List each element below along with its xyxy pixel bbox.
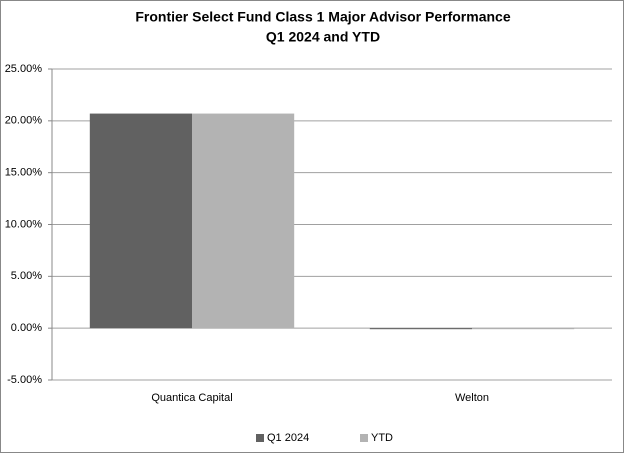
- bar: [369, 328, 472, 330]
- legend-swatch: [360, 434, 368, 442]
- bar: [472, 328, 575, 330]
- legend-label: Q1 2024: [267, 432, 309, 444]
- y-tick-label: 20.00%: [5, 115, 43, 127]
- y-tick-label: 0.00%: [11, 322, 42, 334]
- y-tick-label: -5.00%: [7, 374, 42, 386]
- y-tick-label: 5.00%: [11, 270, 42, 282]
- y-tick-label: 25.00%: [5, 63, 43, 75]
- legend-label: YTD: [371, 432, 393, 444]
- y-tick-label: 10.00%: [5, 218, 43, 230]
- bar: [192, 113, 295, 329]
- chart-title: Frontier Select Fund Class 1 Major Advis…: [135, 9, 510, 25]
- x-tick-label: Quantica Capital: [151, 392, 232, 404]
- chart-subtitle: Q1 2024 and YTD: [266, 29, 380, 45]
- legend-swatch: [256, 434, 264, 442]
- bar: [89, 113, 192, 329]
- y-tick-label: 15.00%: [5, 167, 43, 179]
- x-tick-label: Welton: [455, 392, 489, 404]
